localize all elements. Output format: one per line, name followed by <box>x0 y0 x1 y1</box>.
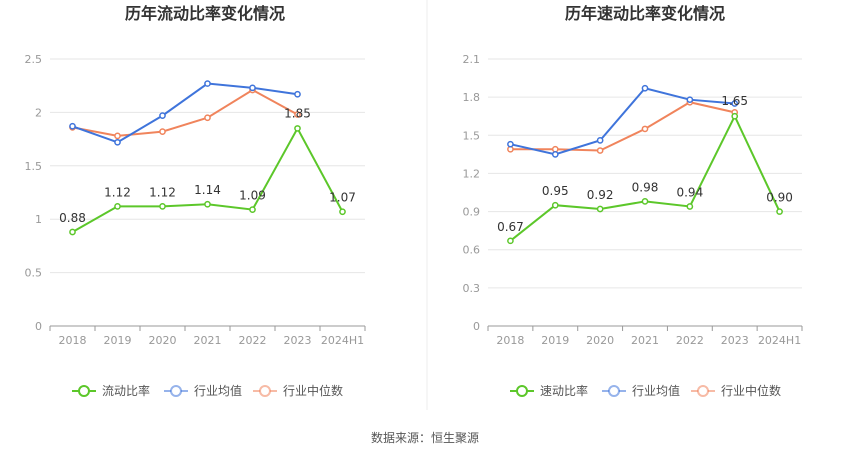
y-tick-label: 2 <box>35 106 42 119</box>
data-point <box>114 138 121 146</box>
legend-marker <box>697 385 709 397</box>
data-point <box>249 206 256 213</box>
data-point <box>776 208 783 215</box>
chart-title: 历年速动比率变化情况 <box>565 4 725 23</box>
series-line-0 <box>72 126 344 233</box>
data-label: 1.85 <box>284 106 311 120</box>
data-point <box>204 200 211 208</box>
data-point <box>551 201 559 209</box>
data-point <box>596 137 604 144</box>
x-tick-label: 2020 <box>149 334 177 347</box>
current-ratio-chart: 历年流动比率变化情况 0 0.5 1 1.5 2 2.5 2018 2019 2020 2021 20… <box>25 4 366 398</box>
x-tick-label: 2023 <box>284 334 312 347</box>
quick-ratio-chart: 历年速动比率变化情况 0 0.3 0.6 0.9 1.2 1.5 1.8 2.1 2018 2019… <box>463 4 803 398</box>
data-point <box>294 111 301 118</box>
legend-marker <box>78 385 90 397</box>
y-tick-label: 0.5 <box>25 267 43 280</box>
data-label: 1.07 <box>329 191 356 205</box>
data-point <box>114 132 121 140</box>
data-point <box>596 147 604 154</box>
data-label: 1.09 <box>239 189 266 203</box>
data-label: 0.67 <box>497 220 524 234</box>
legend-label: 行业均值 <box>632 383 680 398</box>
data-point <box>731 112 739 120</box>
data-point <box>204 114 211 122</box>
legend-label: 速动比率 <box>540 383 588 398</box>
legend-label: 行业中位数 <box>283 383 343 398</box>
data-label: 0.88 <box>59 211 86 225</box>
data-point <box>204 80 211 87</box>
y-tick-label: 1.2 <box>463 167 481 180</box>
x-tick-label: 2020 <box>586 334 614 347</box>
y-tick-label: 2.5 <box>25 53 43 66</box>
data-point <box>641 125 649 133</box>
y-tick-label: 1.5 <box>25 160 43 173</box>
x-tick-label: 2022 <box>676 334 704 347</box>
x-tick-label: 2021 <box>631 334 659 347</box>
data-point <box>641 198 649 205</box>
x-tick-label: 2024H1 <box>321 334 364 347</box>
data-label: 0.94 <box>676 185 703 199</box>
series-line-1 <box>510 87 735 156</box>
data-label: 0.92 <box>587 188 614 202</box>
legend-label: 行业均值 <box>194 383 242 398</box>
x-tick-label: 2019 <box>104 334 132 347</box>
data-point <box>159 112 166 119</box>
legend-marker <box>608 385 620 397</box>
y-tick-label: 0 <box>473 320 480 333</box>
data-point <box>686 203 694 210</box>
x-tick-label: 2022 <box>239 334 267 347</box>
y-tick-label: 0.9 <box>463 206 481 219</box>
data-point <box>596 205 604 213</box>
y-tick-label: 1.8 <box>463 91 481 104</box>
x-tick-label: 2019 <box>541 334 569 347</box>
data-point <box>159 203 166 210</box>
data-point <box>159 128 166 135</box>
y-tick-label: 1 <box>35 213 42 226</box>
legend-label: 行业中位数 <box>721 383 781 398</box>
data-label: 1.12 <box>149 185 176 199</box>
data-label: 0.90 <box>766 191 793 205</box>
y-tick-label: 0.6 <box>463 244 481 257</box>
data-point <box>249 84 256 92</box>
legend-marker <box>170 385 182 397</box>
data-point <box>686 96 694 104</box>
data-point <box>641 84 649 92</box>
y-tick-label: 0.3 <box>463 282 481 295</box>
data-point <box>507 237 514 245</box>
y-tick-label: 2.1 <box>463 53 481 66</box>
data-point <box>339 208 346 216</box>
data-label: 0.98 <box>632 180 659 194</box>
data-point <box>114 203 121 210</box>
legend-marker <box>516 385 528 397</box>
series-line-2 <box>510 101 735 152</box>
chart-title: 历年流动比率变化情况 <box>125 4 285 23</box>
data-point <box>507 140 514 148</box>
source-label: 数据来源：恒生聚源 <box>371 430 479 445</box>
data-point <box>294 125 301 132</box>
data-label: 0.95 <box>542 184 569 198</box>
legend-marker <box>259 385 271 397</box>
x-tick-label: 2018 <box>496 334 524 347</box>
data-point <box>69 122 76 130</box>
x-tick-label: 2018 <box>59 334 87 347</box>
legend-label: 流动比率 <box>102 383 150 398</box>
x-tick-label: 2024H1 <box>758 334 801 347</box>
x-tick-label: 2021 <box>194 334 222 347</box>
data-point <box>551 151 559 158</box>
data-label: 1.12 <box>104 185 131 199</box>
data-point <box>294 90 301 98</box>
series-line-2 <box>72 88 298 137</box>
x-tick-label: 2023 <box>721 334 749 347</box>
data-label: 1.65 <box>721 94 748 108</box>
y-tick-label: 1.5 <box>463 129 481 142</box>
data-point <box>69 228 76 236</box>
data-point <box>731 100 739 107</box>
data-label: 1.14 <box>194 183 221 197</box>
y-tick-label: 0 <box>35 320 42 333</box>
series-line-1 <box>72 82 298 144</box>
